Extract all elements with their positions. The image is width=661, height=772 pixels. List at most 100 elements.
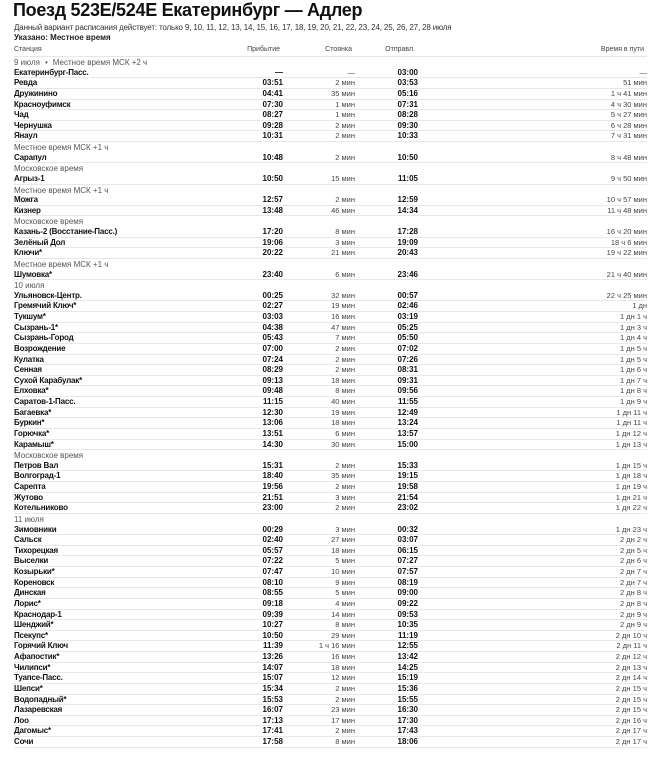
- arrival-time: 10:27: [262, 620, 283, 630]
- departure-time: 12:49: [397, 407, 418, 417]
- station-name: Дагомыс*: [14, 726, 51, 736]
- stop-duration: 5 мин: [335, 588, 355, 598]
- arrival-time: 10:31: [262, 131, 283, 141]
- station-row: Сарапул 10:48 2 мин 10:50 8 ч 48 мин: [14, 153, 647, 164]
- station-name: Сызрань-Город: [14, 333, 74, 343]
- station-name: Елховка*: [14, 386, 49, 396]
- stop-duration: 8 мин: [335, 386, 355, 396]
- travel-time: 2 дн 9 ч: [619, 620, 647, 630]
- station-row: Козырьки* 07:47 10 мин 07:57 2 дн 7 ч: [14, 567, 647, 578]
- arrival-time: 07:00: [262, 343, 283, 353]
- station-row: Сальск 02:40 27 мин 03:07 2 дн 2 ч: [14, 535, 647, 546]
- station-name: Тукшум*: [14, 312, 46, 321]
- travel-time: 2 дн 7 ч: [619, 567, 647, 576]
- departure-time: 05:16: [397, 88, 418, 98]
- timezone-label: Московское время: [14, 217, 84, 227]
- travel-time: 11 ч 48 мин: [607, 205, 647, 215]
- stop-duration: 2 мин: [335, 195, 355, 205]
- station-name: Возрождение: [14, 343, 66, 353]
- travel-time: 1 дн 4 ч: [619, 333, 647, 343]
- travel-time: 2 дн 17 ч: [615, 737, 647, 746]
- stop-duration: 6 мин: [335, 428, 355, 438]
- station-row: Тукшум* 03:03 16 мин 03:19 1 дн 1 ч: [14, 312, 647, 323]
- station-name: Сарапул: [14, 152, 47, 162]
- station-name: Сарепта: [14, 482, 46, 491]
- departure-time: 15:55: [397, 694, 418, 704]
- station-name: Гремячий Ключ*: [14, 301, 77, 311]
- travel-time: 2 дн 15 ч: [615, 705, 647, 715]
- station-name: Сенная: [14, 365, 42, 375]
- travel-time: 1 дн 22 ч: [615, 503, 647, 513]
- departure-time: 14:34: [397, 205, 418, 215]
- timezone-label: Местное время МСК +1 ч: [14, 185, 109, 195]
- station-name: Туапсе-Пасс.: [14, 673, 63, 683]
- time-zone-note: Указано: Местное время: [14, 33, 111, 42]
- station-name: Сочи: [14, 737, 34, 746]
- arrival-time: —: [275, 67, 283, 77]
- departure-time: 08:19: [397, 577, 418, 587]
- station-row: Янаул 10:31 2 мин 10:33 7 ч 31 мин: [14, 131, 647, 142]
- stop-duration: —: [347, 67, 356, 77]
- stop-duration: 1 мин: [335, 110, 355, 120]
- stop-duration: 2 мин: [335, 460, 355, 470]
- arrival-time: 13:48: [262, 205, 283, 215]
- station-row: Кулатка 07:24 2 мин 07:26 1 дн 5 ч: [14, 355, 647, 366]
- station-row: Ревда 03:51 2 мин 03:53 51 мин: [14, 78, 647, 89]
- stop-duration: 16 мин: [331, 312, 355, 321]
- timezone-label: Местное время МСК +2 ч: [52, 58, 148, 67]
- station-row: Жутово 21:51 3 мин 21:54 1 дн 21 ч: [14, 493, 647, 504]
- stop-duration: 18 мин: [331, 418, 355, 428]
- stop-duration: 2 мин: [335, 365, 355, 375]
- travel-time: 2 дн 5 ч: [619, 545, 647, 555]
- stop-duration: 18 мин: [331, 662, 355, 672]
- travel-time: 7 ч 31 мин: [610, 131, 647, 141]
- station-name: Кулатка: [14, 354, 44, 364]
- departure-time: 07:02: [397, 343, 418, 353]
- timezone-note: Московское время: [14, 163, 647, 174]
- station-row: Сенная 08:29 2 мин 08:31 1 дн 6 ч: [14, 365, 647, 376]
- travel-time: 1 дн 18 ч: [615, 471, 647, 481]
- station-row: Агрыз-1 10:50 15 мин 11:05 9 ч 50 мин: [14, 174, 647, 185]
- station-name: Можга: [14, 195, 38, 205]
- station-name: Кореновск: [14, 577, 55, 587]
- station-row: Динская 08:55 5 мин 09:00 2 дн 8 ч: [14, 588, 647, 599]
- station-row: Буркин* 13:06 18 мин 13:24 1 дн 11 ч: [14, 418, 647, 429]
- station-name: Козырьки*: [14, 567, 55, 576]
- stop-duration: 2 мин: [335, 152, 355, 162]
- travel-time: 22 ч 25 мин: [606, 290, 647, 300]
- travel-time: 2 дн 15 ч: [615, 683, 647, 693]
- arrival-time: 19:06: [262, 237, 283, 247]
- station-row: Сызрань-1* 04:38 47 мин 05:25 1 дн 3 ч: [14, 323, 647, 334]
- departure-time: 10:50: [397, 152, 418, 162]
- departure-time: 00:32: [397, 524, 418, 534]
- departure-time: 09:31: [397, 375, 418, 385]
- arrival-time: 15:31: [262, 460, 283, 470]
- departure-time: 07:27: [397, 556, 418, 566]
- stop-duration: 2 мин: [335, 131, 355, 141]
- stop-duration: 8 мин: [335, 227, 355, 236]
- station-row: Казань-2 (Восстание-Пасс.) 17:20 8 мин 17:2…: [14, 227, 647, 238]
- station-row: Сарепта 19:56 2 мин 19:58 1 дн 19 ч: [14, 482, 647, 493]
- departure-time: 17:28: [397, 227, 418, 236]
- travel-time: 2 дн 16 ч: [615, 715, 647, 725]
- station-name: Водопадный*: [14, 694, 67, 704]
- station-row: Краснодар-1 09:39 14 мин 09:53 2 дн 9 ч: [14, 610, 647, 621]
- stop-duration: 2 мин: [335, 354, 355, 364]
- departure-time: 19:15: [397, 471, 418, 481]
- travel-time: 1 дн 1 ч: [619, 312, 647, 321]
- departure-time: 03:19: [397, 312, 418, 321]
- station-row: Горючка* 13:51 6 мин 13:57 1 дн 12 ч: [14, 429, 647, 440]
- schedule-validity: Данный вариант расписания действует: тол…: [14, 23, 452, 32]
- stop-duration: 19 мин: [331, 301, 355, 311]
- arrival-time: 05:57: [262, 545, 283, 555]
- travel-time: 6 ч 28 мин: [610, 120, 647, 130]
- station-name: Краснодар-1: [14, 609, 62, 619]
- travel-time: 1 дн 23 ч: [615, 524, 647, 534]
- departure-time: 07:26: [397, 354, 418, 364]
- arrival-time: 23:00: [262, 503, 283, 513]
- stop-duration: 8 мин: [335, 620, 355, 630]
- stop-duration: 47 мин: [331, 322, 355, 332]
- station-name: Шумовка*: [14, 269, 52, 279]
- arrival-time: 13:06: [262, 418, 283, 428]
- departure-time: 08:31: [397, 365, 418, 375]
